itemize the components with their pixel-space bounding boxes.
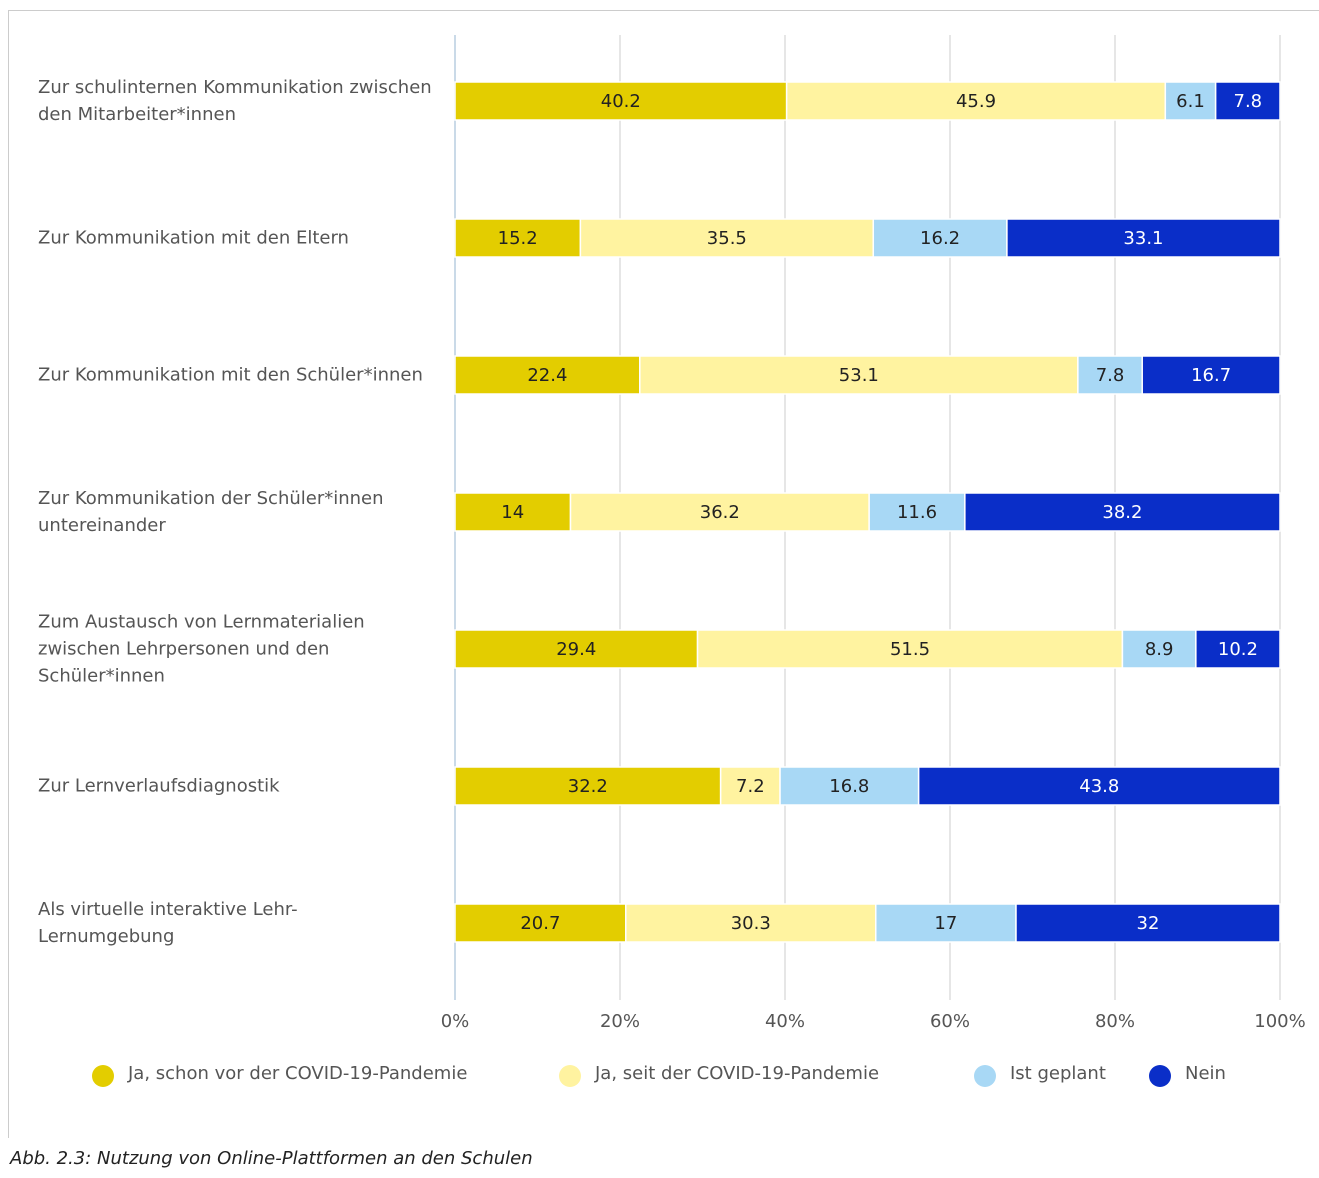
data-label: 10.2 bbox=[1218, 639, 1258, 660]
bar-segment bbox=[1195, 629, 1281, 669]
bar-segment bbox=[917, 766, 1281, 806]
data-label: 17 bbox=[934, 913, 957, 934]
legend-label: Nein bbox=[1185, 1063, 1226, 1084]
data-label: 15.2 bbox=[498, 228, 538, 249]
bar-segment bbox=[579, 218, 875, 258]
data-label: 53.1 bbox=[839, 365, 879, 386]
x-tick-label: 20% bbox=[600, 1011, 640, 1032]
data-label: 36.2 bbox=[700, 502, 740, 523]
bar-segment bbox=[625, 903, 877, 943]
data-label: 33.1 bbox=[1123, 228, 1163, 249]
bar-segment bbox=[454, 218, 582, 258]
data-label: 45.9 bbox=[956, 91, 996, 112]
bar-segment bbox=[719, 766, 781, 806]
data-label: 6.1 bbox=[1176, 91, 1205, 112]
data-label: 14 bbox=[501, 502, 524, 523]
legend-marker bbox=[559, 1065, 581, 1087]
caption: Abb. 2.3: Nutzung von Online-Plattformen… bbox=[10, 1148, 533, 1169]
data-label: 29.4 bbox=[556, 639, 596, 660]
bar-segment bbox=[454, 766, 722, 806]
legend-label: Ist geplant bbox=[1010, 1063, 1106, 1084]
data-label: 16.2 bbox=[920, 228, 960, 249]
bar-segment bbox=[569, 492, 870, 532]
x-tick-label: 40% bbox=[765, 1011, 805, 1032]
data-label: 51.5 bbox=[890, 639, 930, 660]
legend-marker bbox=[1149, 1065, 1171, 1087]
bar-segment bbox=[1214, 81, 1281, 121]
bar-segment bbox=[875, 903, 1017, 943]
bar-segment bbox=[779, 766, 920, 806]
legend-marker bbox=[92, 1065, 114, 1087]
frame bbox=[8, 10, 1319, 1138]
bar-segment bbox=[1164, 81, 1217, 121]
x-tick-label: 80% bbox=[1095, 1011, 1135, 1032]
data-label: 22.4 bbox=[527, 365, 567, 386]
bar-segment bbox=[454, 492, 572, 532]
bar-segment bbox=[964, 492, 1281, 532]
bar-segment bbox=[1121, 629, 1197, 669]
bar-segment bbox=[872, 218, 1008, 258]
x-tick-label: 0% bbox=[441, 1011, 470, 1032]
data-label: 16.8 bbox=[829, 776, 869, 797]
bar-segment bbox=[1141, 355, 1281, 395]
data-label: 7.2 bbox=[736, 776, 765, 797]
data-label: 8.9 bbox=[1145, 639, 1174, 660]
data-label: 20.7 bbox=[520, 913, 560, 934]
x-tick-label: 100% bbox=[1254, 1011, 1305, 1032]
category-label: Zur Kommunikation mit den Schüler*innen bbox=[38, 364, 423, 386]
bar-segment bbox=[454, 903, 627, 943]
data-label: 38.2 bbox=[1102, 502, 1142, 523]
data-label: 32 bbox=[1137, 913, 1160, 934]
bar-segment bbox=[868, 492, 966, 532]
legend-label: Ja, seit der COVID-19-Pandemie bbox=[594, 1063, 879, 1084]
bar-segment bbox=[696, 629, 1124, 669]
bar-segment bbox=[454, 629, 699, 669]
category-label: Zum Austausch von Lernmaterialien zwisch… bbox=[38, 611, 365, 687]
data-label: 11.6 bbox=[897, 502, 937, 523]
bar-segment bbox=[1006, 218, 1281, 258]
data-label: 7.8 bbox=[1234, 91, 1263, 112]
legend-marker bbox=[974, 1065, 996, 1087]
bar-segment bbox=[639, 355, 1079, 395]
bar-segment bbox=[1015, 903, 1281, 943]
data-label: 30.3 bbox=[731, 913, 771, 934]
x-tick-label: 60% bbox=[930, 1011, 970, 1032]
data-label: 43.8 bbox=[1079, 776, 1119, 797]
category-label: Zur Kommunikation mit den Eltern bbox=[38, 227, 349, 249]
category-label: Als virtuelle interaktive Lehr-Lernumgeb… bbox=[38, 899, 298, 947]
data-label: 40.2 bbox=[601, 91, 641, 112]
category-label: Zur Kommunikation der Schüler*innen unte… bbox=[38, 488, 384, 536]
legend-label: Ja, schon vor der COVID-19-Pandemie bbox=[127, 1063, 467, 1084]
bar-segment bbox=[785, 81, 1167, 121]
data-label: 32.2 bbox=[568, 776, 608, 797]
data-label: 7.8 bbox=[1096, 365, 1125, 386]
category-label: Zur schulinternen Kommunikation zwischen… bbox=[38, 77, 432, 125]
data-label: 35.5 bbox=[707, 228, 747, 249]
data-label: 16.7 bbox=[1191, 365, 1231, 386]
category-label: Zur Lernverlaufsdiagnostik bbox=[38, 775, 280, 797]
